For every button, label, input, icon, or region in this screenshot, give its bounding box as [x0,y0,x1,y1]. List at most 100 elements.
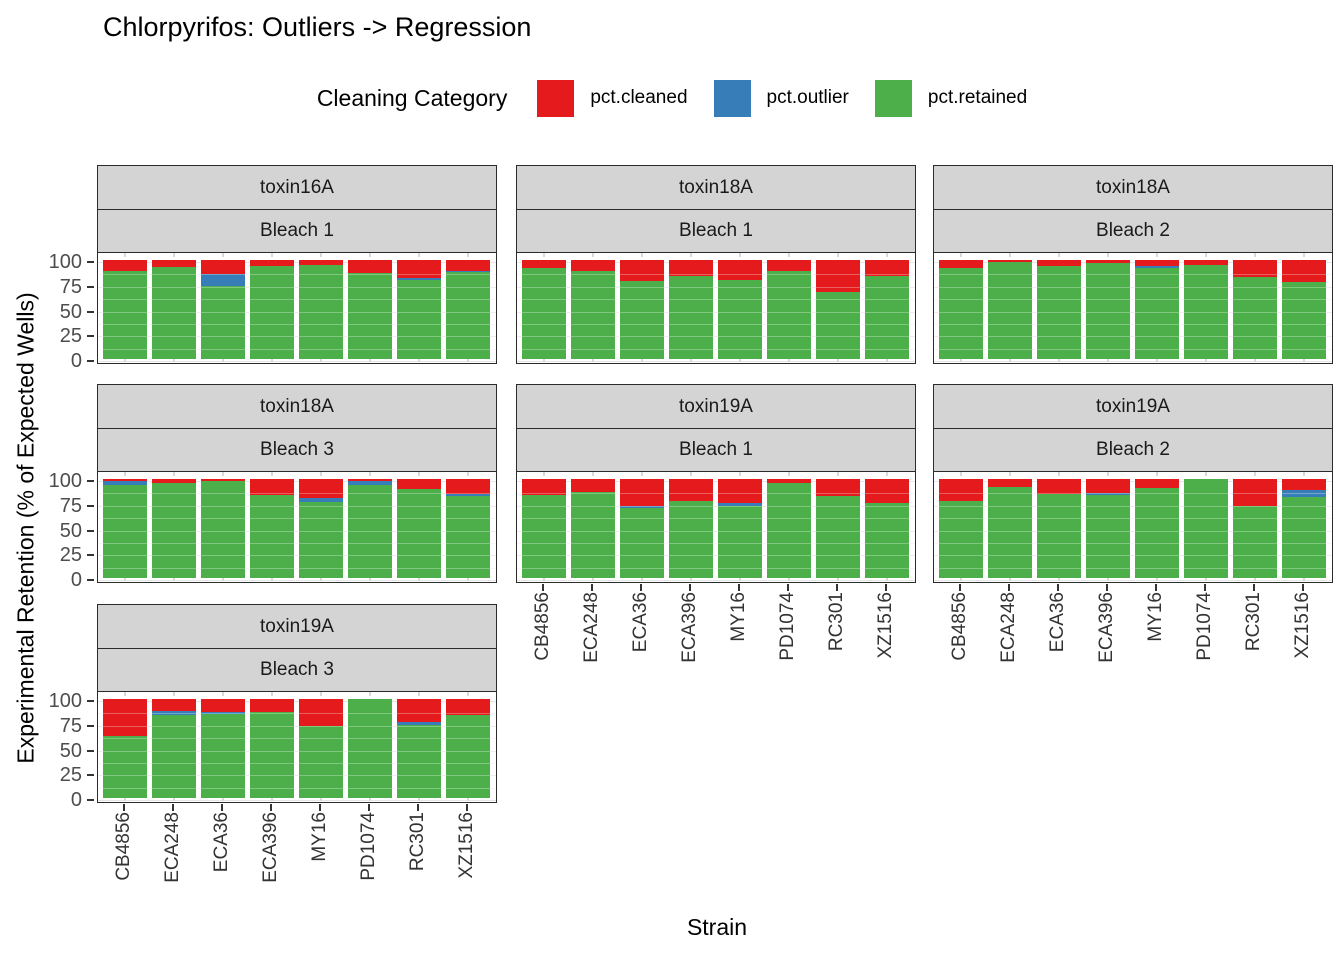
axis-minor-stub [1303,472,1305,476]
gridline [934,299,1332,301]
x-tick-mark [1057,584,1059,591]
axis-minor-stub [1254,253,1256,257]
x-tick-mark [959,584,961,591]
axis-minor-stub [960,253,962,257]
bar-segment-pct.retained [865,502,909,578]
gridline [517,555,915,557]
axis-minor-stub [222,692,224,696]
y-axis-ticks-row2: 100 75 50 25 0 [36,470,94,591]
axis-minor-stub [886,358,888,362]
gridline-overlay [934,323,1332,325]
bar-segment-pct.cleaned [201,699,245,712]
axis-minor-stub [369,358,371,362]
facet-toxin19A-bleach1: toxin19A Bleach 1 [516,384,916,583]
gridline-overlay [98,567,496,569]
legend-title: Cleaning Category [316,84,508,111]
bar-segment-pct.retained [103,270,147,359]
axis-minor-stub [739,253,741,257]
x-tick-mark [1253,584,1255,591]
bar-segment-pct.cleaned [446,260,490,271]
bar-segment-pct.cleaned [397,260,441,278]
gridline [98,775,496,777]
x-axis-labels-col3: CB4856 ECA248 ECA36 ECA396 MY16 PD1074 RC301 XZ… [933,584,1333,696]
facet-strip-toxin: toxin18A [97,384,497,429]
bar-PD1074 [767,260,811,359]
gridline-overlay [934,542,1332,544]
gridline-overlay [98,505,496,507]
bar-CB4856 [522,260,566,359]
gridline [98,750,496,752]
bar-segment-pct.cleaned [348,479,392,481]
bar-XZ1516 [446,479,490,578]
bar-PD1074 [348,479,392,578]
x-tick-label-MY16: MY16 [728,592,749,642]
bar-segment-pct.retained [152,482,196,578]
bar-segment-pct.cleaned [1282,260,1326,282]
axis-minor-stub [788,358,790,362]
bar-segment-pct.retained [250,711,294,798]
axis-minor-stub [1156,472,1158,476]
axis-minor-stub [592,253,594,257]
axis-minor-stub [1156,358,1158,362]
y-axis-ticks-row3: 100 75 50 25 0 [36,690,94,811]
bar-segment-pct.retained [1184,479,1228,578]
x-tick-label-ECA36: ECA36 [211,812,232,873]
bar-ECA36 [1037,479,1081,578]
bar-segment-pct.outlier [446,493,490,496]
bar-segment-pct.cleaned [1233,260,1277,277]
bar-MY16 [718,260,762,359]
axis-minor-stub [418,797,420,801]
axis-minor-stub [739,472,741,476]
gridline [98,481,496,482]
gridline [934,348,1332,350]
y-tick-mark [87,579,94,581]
axis-minor-stub [1254,577,1256,581]
bar-ECA396 [250,479,294,578]
axis-minor-stub [1058,472,1060,476]
bar-segment-pct.cleaned [718,479,762,503]
bar-segment-pct.retained [250,494,294,578]
axis-minor-stub [960,577,962,581]
facet-strip-bleach: Bleach 2 [933,427,1333,473]
axis-minor-stub [1009,358,1011,362]
bar-segment-pct.retained [522,494,566,578]
bar-segment-pct.cleaned [201,260,245,274]
bar-segment-pct.cleaned [397,479,441,489]
bar-segment-pct.retained [571,270,615,359]
facet-toxin18A-bleach1: toxin18A Bleach 1 [516,165,916,364]
facet-strip-toxin: toxin16A [97,165,497,210]
axis-minor-stub [1107,358,1109,362]
bar-segment-pct.retained [348,272,392,359]
axis-minor-stub [886,472,888,476]
bar-segment-pct.cleaned [939,479,983,501]
gridline-overlay [98,725,496,727]
axis-minor-stub [690,358,692,362]
bar-ECA248 [571,479,615,578]
axis-minor-stub [1009,577,1011,581]
axis-minor-stub [592,472,594,476]
legend-swatch-cleaned-icon [537,79,575,117]
bar-segment-pct.outlier [446,270,490,272]
bar-RC301 [397,260,441,359]
legend-item-outlier: pct.outlier [713,79,849,117]
bar-segment-pct.retained [1233,276,1277,359]
bar-XZ1516 [1282,260,1326,359]
facet-strip-bleach: Bleach 1 [516,427,916,473]
axis-minor-stub [418,577,420,581]
facet-panel [97,471,497,583]
x-tick-label-CB4856: CB4856 [113,812,134,881]
gridline-overlay [98,713,496,715]
bar-segment-pct.cleaned [1135,260,1179,266]
gridline-overlay [98,493,496,495]
gridline [934,555,1332,557]
bar-ECA396 [1086,260,1130,359]
bar-segment-pct.cleaned [348,260,392,273]
axis-minor-stub [467,253,469,257]
bar-segment-pct.retained [299,501,343,578]
bar-segment-pct.retained [1037,265,1081,359]
x-tick-mark [689,584,691,591]
gridline [517,286,915,288]
y-axis-ticks-row1: 100 75 50 25 0 [36,251,94,372]
bar-segment-pct.retained [103,735,147,798]
bar-CB4856 [103,479,147,578]
